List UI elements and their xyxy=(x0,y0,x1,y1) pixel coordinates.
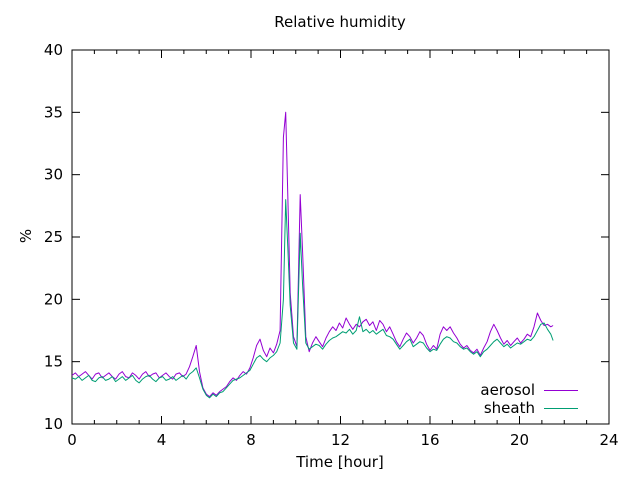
legend-item-aerosol: aerosol xyxy=(480,382,578,398)
legend-line-sample-sheath xyxy=(544,407,578,409)
y-tick-label: 25 xyxy=(44,228,63,246)
legend-line-sample-aerosol xyxy=(544,389,578,391)
legend: aerosol sheath xyxy=(480,382,578,416)
sheath-line xyxy=(71,199,554,399)
x-tick-label: 12 xyxy=(331,431,350,449)
legend-label-aerosol: aerosol xyxy=(480,381,535,399)
x-tick-label: 8 xyxy=(246,431,256,449)
legend-item-sheath: sheath xyxy=(480,400,578,416)
x-tick-label: 16 xyxy=(420,431,439,449)
plot-border xyxy=(71,49,610,425)
x-tick-label: 20 xyxy=(510,431,529,449)
y-axis-label: % xyxy=(17,228,35,244)
aerosol-line xyxy=(71,111,554,398)
y-tick-label: 40 xyxy=(44,41,63,59)
y-tick-label: 15 xyxy=(44,353,63,371)
legend-label-sheath: sheath xyxy=(483,399,535,417)
y-tick-label: 20 xyxy=(44,290,63,308)
x-tick-label: 24 xyxy=(599,431,618,449)
x-tick-label: 4 xyxy=(157,431,167,449)
y-tick-label: 10 xyxy=(44,415,63,433)
chart-title: Relative humidity xyxy=(274,13,406,31)
x-axis-label: Time [hour] xyxy=(296,453,384,471)
x-tick-label: 0 xyxy=(67,431,77,449)
y-tick-label: 35 xyxy=(44,103,63,121)
y-tick-label: 30 xyxy=(44,166,63,184)
